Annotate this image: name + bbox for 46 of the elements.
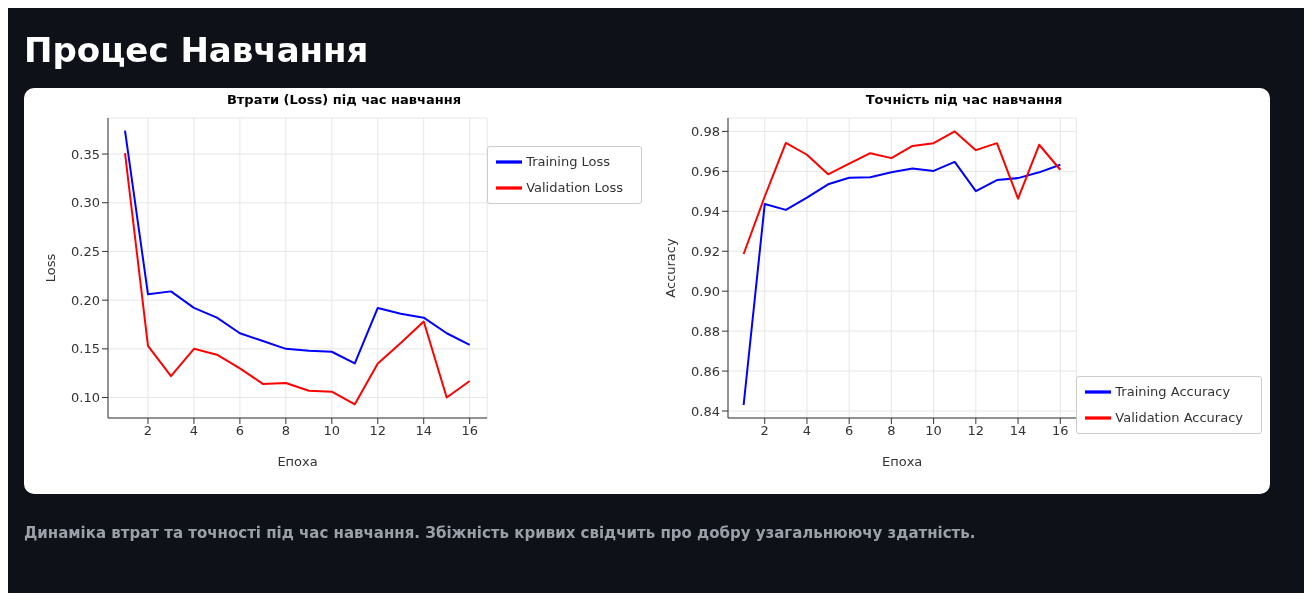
legend-label: Validation Accuracy — [1115, 409, 1243, 425]
x-tick-label: 14 — [415, 423, 433, 439]
x-axis-title: Епоха — [881, 454, 923, 469]
y-tick-label: 0.88 — [691, 323, 720, 339]
y-tick-label: 0.94 — [691, 203, 720, 219]
x-tick-label: 16 — [461, 423, 478, 439]
x-tick-label: 6 — [845, 423, 854, 439]
y-tick-label: 0.35 — [71, 146, 100, 162]
x-tick-label: 8 — [887, 423, 896, 439]
legend-label: Training Loss — [526, 153, 611, 169]
x-tick-label: 16 — [1052, 423, 1069, 439]
x-tick-label: 2 — [760, 423, 769, 439]
text: Процес Навчання — [23, 29, 370, 72]
y-tick-label: 0.98 — [691, 124, 720, 139]
x-tick-label: 12 — [967, 423, 985, 439]
y-axis-title: Accuracy — [662, 238, 678, 298]
line-series — [742, 130, 1062, 256]
x-tick-label: 10 — [323, 423, 341, 439]
x-tick-label: 4 — [189, 423, 199, 439]
legend-label: Validation Loss — [526, 179, 623, 195]
x-tick-label: 6 — [235, 423, 245, 439]
y-tick-label: 0.86 — [691, 363, 720, 379]
x-axis-title: Епоха — [277, 454, 318, 469]
chart-title: Точність під час навчання — [864, 92, 1064, 109]
y-tick-label: 0.84 — [691, 403, 720, 419]
x-tick-label: 2 — [143, 423, 153, 439]
y-tick-label: 0.90 — [691, 283, 720, 299]
legend-label: Training Accuracy — [1115, 383, 1231, 399]
y-tick-label: 0.20 — [71, 292, 100, 308]
y-tick-label: 0.92 — [691, 243, 720, 259]
x-tick-label: 4 — [802, 423, 812, 439]
y-tick-label: 0.15 — [71, 341, 100, 357]
line-series — [124, 129, 471, 365]
x-tick-label: 14 — [1009, 423, 1027, 439]
line-series — [124, 152, 471, 406]
y-tick-label: 0.30 — [71, 195, 100, 211]
text: Динаміка втрат та точності під час навчання. Збіжність кривих свідчить про добру узагальнюючу здатність. — [23, 523, 977, 542]
y-tick-label: 0.96 — [691, 163, 720, 179]
chart-title: Втрати (Loss) під час навчання — [225, 92, 463, 109]
x-tick-label: 10 — [925, 423, 942, 439]
y-tick-label: 0.25 — [71, 244, 100, 260]
x-tick-label: 12 — [369, 423, 387, 439]
y-tick-label: 0.10 — [71, 390, 100, 406]
line-series — [742, 160, 1062, 407]
x-tick-label: 8 — [281, 423, 290, 439]
y-axis-title: Loss — [42, 253, 58, 283]
